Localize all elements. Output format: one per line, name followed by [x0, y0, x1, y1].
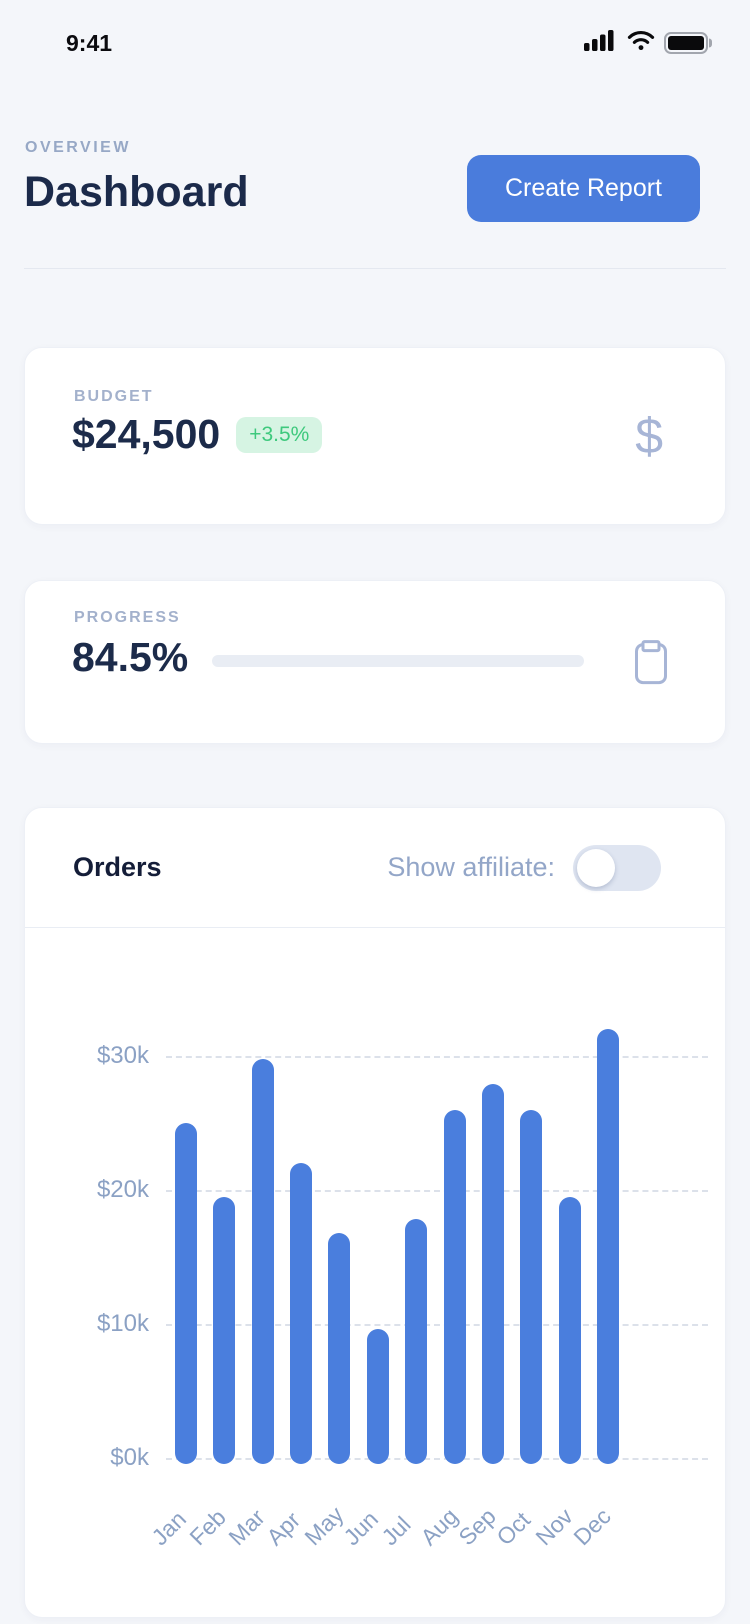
status-bar-time: 9:41	[66, 30, 113, 56]
budget-label: BUDGET	[74, 388, 154, 405]
bar-jun	[366, 1329, 389, 1464]
gridline-$10k	[166, 1324, 708, 1326]
show-affiliate-label: Show affiliate:	[387, 852, 555, 882]
battery-icon	[664, 32, 712, 54]
bar-oct	[520, 1109, 543, 1464]
toggle-knob	[577, 848, 615, 887]
budget-delta-badge: +3.5%	[236, 416, 323, 453]
battery-tip	[709, 38, 712, 48]
bar-nov	[558, 1196, 581, 1464]
bar-apr	[290, 1163, 313, 1464]
y-axis-label-$20k: $20k	[96, 1176, 149, 1203]
battery-fill	[668, 36, 704, 50]
orders-card: Orders Show affiliate: $0k $10k $20k $30k Ja…	[24, 807, 726, 1618]
header-divider	[24, 268, 726, 269]
progress-label: PROGRESS	[74, 609, 181, 626]
bar-feb	[213, 1196, 236, 1464]
orders-card-header: Orders Show affiliate:	[25, 808, 725, 928]
progress-value: 84.5%	[72, 634, 189, 680]
gridline-$20k	[166, 1190, 708, 1192]
progress-card: PROGRESS 84.5%	[24, 580, 726, 744]
budget-card: BUDGET $24,500 +3.5% $	[24, 347, 726, 525]
budget-value: $24,500	[72, 411, 221, 457]
orders-chart: $0k $10k $20k $30k Jan Feb Mar Apr May Jun Jul Aug S…	[25, 928, 727, 1619]
gridline-$30k	[166, 1056, 708, 1058]
bar-dec	[596, 1029, 619, 1464]
page-title: Dashboard	[24, 168, 249, 216]
status-bar-icons	[584, 29, 712, 57]
bar-aug	[443, 1109, 466, 1464]
bar-may	[328, 1232, 351, 1464]
progress-bar-track	[212, 654, 585, 667]
show-affiliate-group: Show affiliate:	[387, 844, 661, 891]
y-axis-label-$30k: $30k	[96, 1042, 149, 1069]
bar-sep	[481, 1084, 504, 1464]
y-axis-label-$10k: $10k	[96, 1310, 149, 1337]
bar-mar	[251, 1058, 274, 1464]
orders-title: Orders	[73, 852, 162, 882]
bar-jul	[405, 1219, 428, 1464]
overview-eyebrow: OVERVIEW	[25, 139, 131, 156]
create-report-button[interactable]: Create Report	[467, 155, 700, 222]
clipboard-icon	[635, 643, 667, 685]
dollar-icon: $	[635, 408, 663, 464]
bar-jan	[175, 1123, 197, 1464]
gridline-$0k	[166, 1458, 708, 1460]
y-axis-label-$0k: $0k	[110, 1444, 149, 1471]
wifi-icon	[627, 30, 655, 56]
cellular-signal-icon	[584, 29, 618, 57]
show-affiliate-toggle[interactable]	[573, 844, 661, 891]
